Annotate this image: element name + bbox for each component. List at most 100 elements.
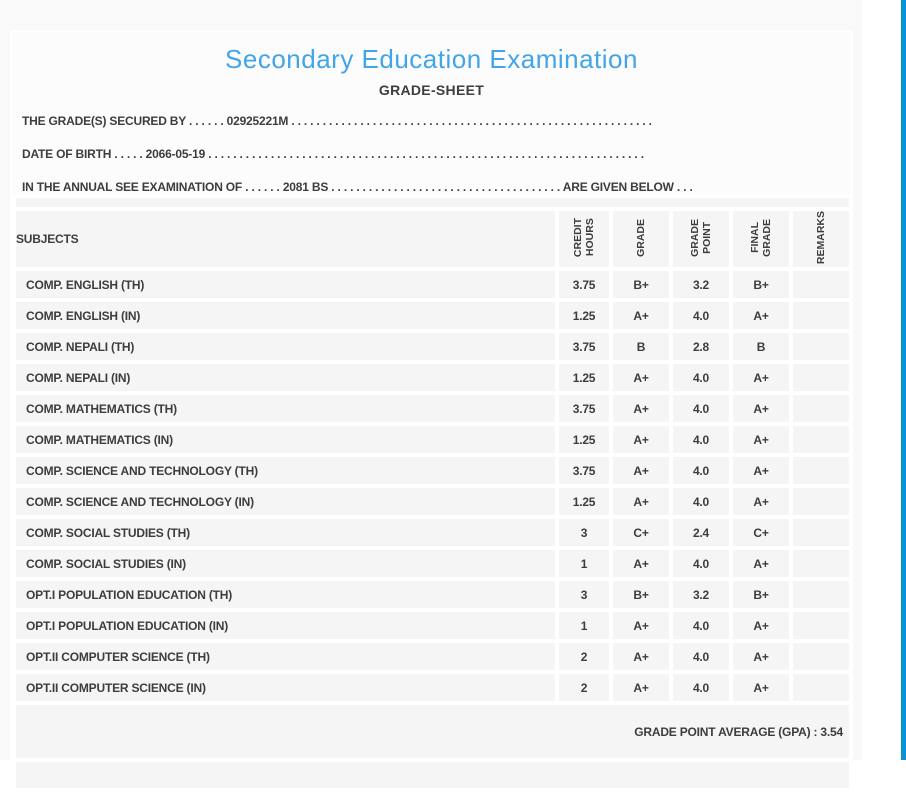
cell-final-grade: A+ <box>733 674 789 702</box>
cell-remarks <box>793 426 849 454</box>
info-label: DATE OF BIRTH <box>22 147 112 161</box>
table-row: COMP. SOCIAL STUDIES (TH) 3 C+ 2.4 C+ <box>16 519 849 547</box>
cell-grade: A+ <box>613 674 669 702</box>
cell-remarks <box>793 674 849 702</box>
cell-remarks <box>793 519 849 547</box>
cell-remarks <box>793 333 849 361</box>
table-row: COMP. ENGLISH (IN) 1.25 A+ 4.0 A+ <box>16 302 849 330</box>
dotted-fill: . . . . . . . . . . . . . . . . . . . . … <box>331 180 561 194</box>
cell-grade-point: 4.0 <box>673 426 729 454</box>
cell-subject: COMP. SOCIAL STUDIES (TH) <box>16 519 555 547</box>
dotted-fill: . . . . . . <box>189 114 224 128</box>
cell-grade-point: 4.0 <box>673 612 729 640</box>
cell-grade-point: 3.2 <box>673 581 729 609</box>
info-suffix: ARE GIVEN BELOW <box>562 180 674 194</box>
table-row: COMP. ENGLISH (TH) 3.75 B+ 3.2 B+ <box>16 271 849 299</box>
dotted-fill: . . . . . <box>114 147 143 161</box>
table-bottom-spacer <box>16 762 849 789</box>
cell-subject: OPT.II COMPUTER SCIENCE (IN) <box>16 674 555 702</box>
rotated-header-text: FINAL GRADE <box>749 218 773 257</box>
cell-grade: A+ <box>613 457 669 485</box>
cell-grade-point: 4.0 <box>673 457 729 485</box>
column-header-grade: GRADE <box>613 211 669 268</box>
cell-remarks <box>793 550 849 578</box>
info-line-date-of-birth: DATE OF BIRTH . . . . . 2066-05-19 . . .… <box>22 147 842 161</box>
cell-subject: COMP. MATHEMATICS (IN) <box>16 426 555 454</box>
table-header-row: SUBJECTS CREDIT HOURS GRADE GRADE POINT <box>16 211 849 268</box>
cell-grade-point: 4.0 <box>673 643 729 671</box>
cell-subject: COMP. NEPALI (TH) <box>16 333 555 361</box>
cell-subject: COMP. SCIENCE AND TECHNOLOGY (TH) <box>16 457 555 485</box>
cell-final-grade: A+ <box>733 364 789 392</box>
dotted-fill: . . . . . . . . . . . . . . . . . . . . … <box>208 147 644 161</box>
cell-grade-point: 2.4 <box>673 519 729 547</box>
cell-grade-point: 2.8 <box>673 333 729 361</box>
cell-credit-hours: 3 <box>559 519 609 547</box>
cell-subject: OPT.II COMPUTER SCIENCE (TH) <box>16 643 555 671</box>
cell-credit-hours: 2 <box>559 674 609 702</box>
cell-subject: COMP. NEPALI (IN) <box>16 364 555 392</box>
table-row: COMP. SCIENCE AND TECHNOLOGY (IN) 1.25 A+ 4… <box>16 488 849 516</box>
cell-final-grade: A+ <box>733 426 789 454</box>
cell-remarks <box>793 488 849 516</box>
rotated-header-text: GRADE <box>635 218 647 257</box>
cell-grade: A+ <box>613 612 669 640</box>
column-header-credit-hours: CREDIT HOURS <box>559 211 609 268</box>
cell-grade: B+ <box>613 581 669 609</box>
cell-final-grade: A+ <box>733 488 789 516</box>
info-label: IN THE ANNUAL SEE EXAMINATION OF <box>22 180 243 194</box>
cell-grade-point: 4.0 <box>673 674 729 702</box>
cell-credit-hours: 1.25 <box>559 364 609 392</box>
symbol-number-value: 02925221M <box>226 114 289 128</box>
column-header-final-grade: FINAL GRADE <box>733 211 789 268</box>
cell-credit-hours: 3.75 <box>559 457 609 485</box>
table-row: OPT.I POPULATION EDUCATION (TH) 3 B+ 3.2 B+ <box>16 581 849 609</box>
cell-subject: COMP. SOCIAL STUDIES (IN) <box>16 550 555 578</box>
rotated-header-text: GRADE POINT <box>689 218 713 257</box>
cell-credit-hours: 1 <box>559 550 609 578</box>
cell-grade: A+ <box>613 364 669 392</box>
cell-final-grade: B+ <box>733 581 789 609</box>
cell-grade: B+ <box>613 271 669 299</box>
rotated-header-text: CREDIT HOURS <box>572 218 596 258</box>
dotted-fill: . . . <box>676 180 693 194</box>
exam-year-value: 2081 BS <box>282 180 329 194</box>
cell-subject: OPT.I POPULATION EDUCATION (IN) <box>16 612 555 640</box>
table-row: COMP. SCIENCE AND TECHNOLOGY (TH) 3.75 A+ 4… <box>16 457 849 485</box>
cell-subject: COMP. MATHEMATICS (TH) <box>16 395 555 423</box>
cell-grade-point: 4.0 <box>673 488 729 516</box>
cell-credit-hours: 3 <box>559 581 609 609</box>
cell-grade: C+ <box>613 519 669 547</box>
cell-remarks <box>793 364 849 392</box>
info-block: THE GRADE(S) SECURED BY . . . . . . 0292… <box>22 114 842 194</box>
rotated-header-text: REMARKS <box>815 211 827 265</box>
cell-remarks <box>793 612 849 640</box>
grade-table: SUBJECTS CREDIT HOURS GRADE GRADE POINT <box>12 194 853 792</box>
column-header-remarks: REMARKS <box>793 211 849 268</box>
table-row: COMP. MATHEMATICS (IN) 1.25 A+ 4.0 A+ <box>16 426 849 454</box>
cell-credit-hours: 3.75 <box>559 333 609 361</box>
info-label: THE GRADE(S) SECURED BY <box>22 114 186 128</box>
table-row: OPT.I POPULATION EDUCATION (IN) 1 A+ 4.0 A+ <box>16 612 849 640</box>
cell-grade: A+ <box>613 395 669 423</box>
cell-remarks <box>793 271 849 299</box>
cell-final-grade: A+ <box>733 643 789 671</box>
page-subtitle: GRADE-SHEET <box>378 82 485 98</box>
cell-grade-point: 4.0 <box>673 550 729 578</box>
cell-remarks <box>793 395 849 423</box>
cell-grade-point: 4.0 <box>673 395 729 423</box>
cell-grade: A+ <box>613 643 669 671</box>
cell-credit-hours: 1.25 <box>559 302 609 330</box>
cell-credit-hours: 3.75 <box>559 271 609 299</box>
table-row: COMP. MATHEMATICS (TH) 3.75 A+ 4.0 A+ <box>16 395 849 423</box>
date-of-birth-value: 2066-05-19 <box>145 147 206 161</box>
cell-credit-hours: 1.25 <box>559 426 609 454</box>
gpa-row: GRADE POINT AVERAGE (GPA) : 3.54 <box>16 705 849 759</box>
dotted-fill: . . . . . . . . . . . . . . . . . . . . … <box>291 114 652 128</box>
cell-final-grade: A+ <box>733 395 789 423</box>
cell-grade-point: 3.2 <box>673 271 729 299</box>
info-line-examination-year: IN THE ANNUAL SEE EXAMINATION OF . . . .… <box>22 180 842 194</box>
table-row: COMP. SOCIAL STUDIES (IN) 1 A+ 4.0 A+ <box>16 550 849 578</box>
table-row: COMP. NEPALI (TH) 3.75 B 2.8 B <box>16 333 849 361</box>
cell-grade: A+ <box>613 302 669 330</box>
